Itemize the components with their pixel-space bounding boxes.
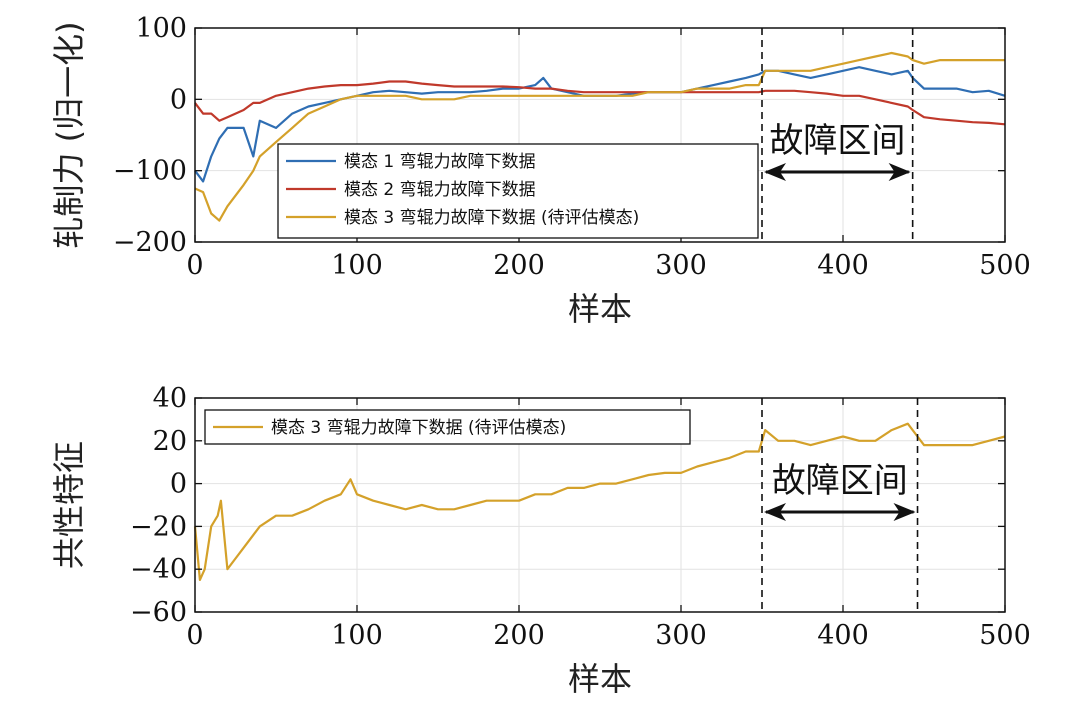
x-tick-label: 400 <box>817 250 869 281</box>
legend-label-3: 模态 3 弯辊力故障下数据 (待评估模态) <box>344 208 639 228</box>
x-tick-label: 200 <box>493 250 545 281</box>
y-axis-label: 轧制力 (归一化) <box>50 21 88 248</box>
panel-common-feature: 故障区间 0 100 200 300 400 500 −60 −40 −20 0 20 40 样本 共性特征… <box>50 383 1031 698</box>
y-tick-label: −20 <box>130 511 187 542</box>
legend-label-1: 模态 3 弯辊力故障下数据 (待评估模态) <box>271 418 566 438</box>
y-tick-label: −60 <box>130 597 187 628</box>
x-axis-label: 样本 <box>568 290 632 328</box>
x-tick-label: 100 <box>331 250 383 281</box>
legend-label-1: 模态 1 弯辊力故障下数据 <box>344 152 536 172</box>
axes-box <box>194 27 1006 243</box>
y-tick-label: 40 <box>153 383 187 414</box>
fault-arrow-right-head <box>893 503 916 521</box>
fault-arrow-left-head <box>764 503 786 521</box>
y-tick-label: −100 <box>113 156 187 187</box>
y-tick-label: 0 <box>170 84 187 115</box>
series-line-2 <box>194 80 1006 126</box>
y-tick-label: 100 <box>135 13 187 44</box>
legend-label-2: 模态 2 弯辊力故障下数据 <box>344 180 536 200</box>
fault-arrow-left-head <box>764 163 786 181</box>
x-tick-label: 0 <box>186 620 203 651</box>
x-tick-label: 400 <box>817 620 869 651</box>
fault-arrow-right-head <box>888 163 911 181</box>
x-tick-label: 300 <box>655 250 707 281</box>
series-line-1 <box>193 422 1006 581</box>
fault-interval-label: 故障区间 <box>769 121 905 161</box>
x-tick-label: 500 <box>979 620 1031 651</box>
panel-rolling-force: 故障区间 0 100 200 300 400 500 −200 −100 0 100 样本 轧制力 (归… <box>50 13 1031 328</box>
y-tick-label: 20 <box>153 426 187 457</box>
axes-box <box>194 397 1006 613</box>
y-tick-label: −40 <box>130 554 187 585</box>
y-axis-label: 共性特征 <box>50 441 88 569</box>
legend-box <box>204 409 691 445</box>
series-line-3 <box>194 51 1005 222</box>
x-tick-label: 500 <box>979 250 1031 281</box>
x-tick-label: 200 <box>493 620 545 651</box>
y-tick-label: −200 <box>113 227 187 258</box>
fault-interval-label: 故障区间 <box>772 461 908 501</box>
x-tick-label: 100 <box>331 620 383 651</box>
x-tick-label: 300 <box>655 620 707 651</box>
x-axis-label: 样本 <box>568 660 632 698</box>
legend-box <box>277 143 759 239</box>
y-tick-label: 0 <box>170 469 187 500</box>
x-tick-label: 0 <box>186 250 203 281</box>
